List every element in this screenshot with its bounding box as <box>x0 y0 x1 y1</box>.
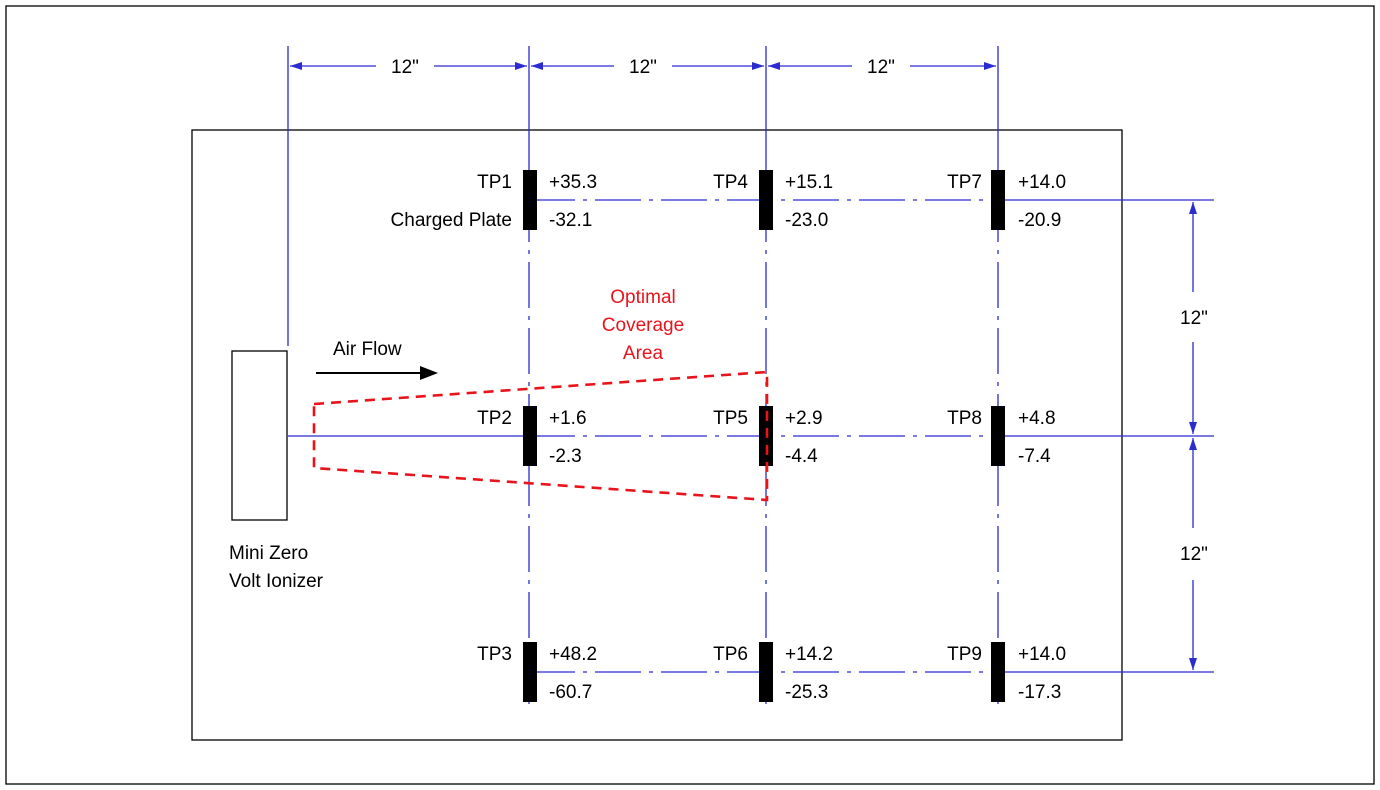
tp3-plate <box>523 642 537 702</box>
tp2-plate <box>523 406 537 466</box>
outer-frame <box>5 5 1375 785</box>
top-dimension-2-label: 12" <box>629 57 657 78</box>
tp4-label: TP4 <box>713 172 748 193</box>
tp3-negative: -60.7 <box>549 682 592 703</box>
tp4-plate <box>759 170 773 230</box>
tp5-negative: -4.4 <box>785 446 818 467</box>
tp6-negative: -25.3 <box>785 682 828 703</box>
charged-plate-label: Charged Plate <box>391 210 512 231</box>
tp8-plate <box>991 406 1005 466</box>
tp7-label: TP7 <box>947 172 982 193</box>
tp6-label: TP6 <box>713 644 748 665</box>
tp9-label: TP9 <box>947 644 982 665</box>
top-dimension-3-label: 12" <box>867 57 895 78</box>
air-flow-label: Air Flow <box>333 339 402 360</box>
tp6-positive: +14.2 <box>785 644 833 665</box>
air-flow-arrow <box>316 366 438 380</box>
tp8-label: TP8 <box>947 408 982 429</box>
tp5-label: TP5 <box>713 408 748 429</box>
top-dimension-1 <box>290 62 527 70</box>
right-dimension-1-label: 12" <box>1180 308 1208 329</box>
tp1-label: TP1 <box>477 172 512 193</box>
right-dimension-2 <box>1189 438 1197 670</box>
right-dimension-1 <box>1189 202 1197 434</box>
test-table <box>191 129 1123 741</box>
tp9-positive: +14.0 <box>1018 644 1066 665</box>
tp2-positive: +1.6 <box>549 408 587 429</box>
tp8-positive: +4.8 <box>1018 408 1056 429</box>
tp4-negative: -23.0 <box>785 210 828 231</box>
ionizer-label-line1: Mini Zero <box>229 543 308 564</box>
top-dimension-2 <box>531 62 764 70</box>
ionizer-label-line2: Volt Ionizer <box>229 571 324 592</box>
tp3-positive: +48.2 <box>549 644 597 665</box>
tp1-negative: -32.1 <box>549 210 592 231</box>
tp6-plate <box>759 642 773 702</box>
tp9-plate <box>991 642 1005 702</box>
tp4-positive: +15.1 <box>785 172 833 193</box>
tp9-negative: -17.3 <box>1018 682 1061 703</box>
tp3-label: TP3 <box>477 644 512 665</box>
top-dimension-3 <box>768 62 996 70</box>
optimal-coverage-area <box>312 370 769 502</box>
tp7-negative: -20.9 <box>1018 210 1061 231</box>
tp2-negative: -2.3 <box>549 446 582 467</box>
coverage-label-line2: Coverage <box>602 315 684 336</box>
tp2-label: TP2 <box>477 408 512 429</box>
right-dimension-2-label: 12" <box>1180 544 1208 565</box>
tp7-positive: +14.0 <box>1018 172 1066 193</box>
tp7-plate <box>991 170 1005 230</box>
tp5-positive: +2.9 <box>785 408 823 429</box>
ionizer-unit <box>231 350 288 521</box>
top-dimension-1-label: 12" <box>391 57 419 78</box>
tp1-positive: +35.3 <box>549 172 597 193</box>
tp1-plate <box>523 170 537 230</box>
tp8-negative: -7.4 <box>1018 446 1051 467</box>
coverage-label-line3: Area <box>623 343 664 364</box>
coverage-label-line1: Optimal <box>610 287 675 308</box>
